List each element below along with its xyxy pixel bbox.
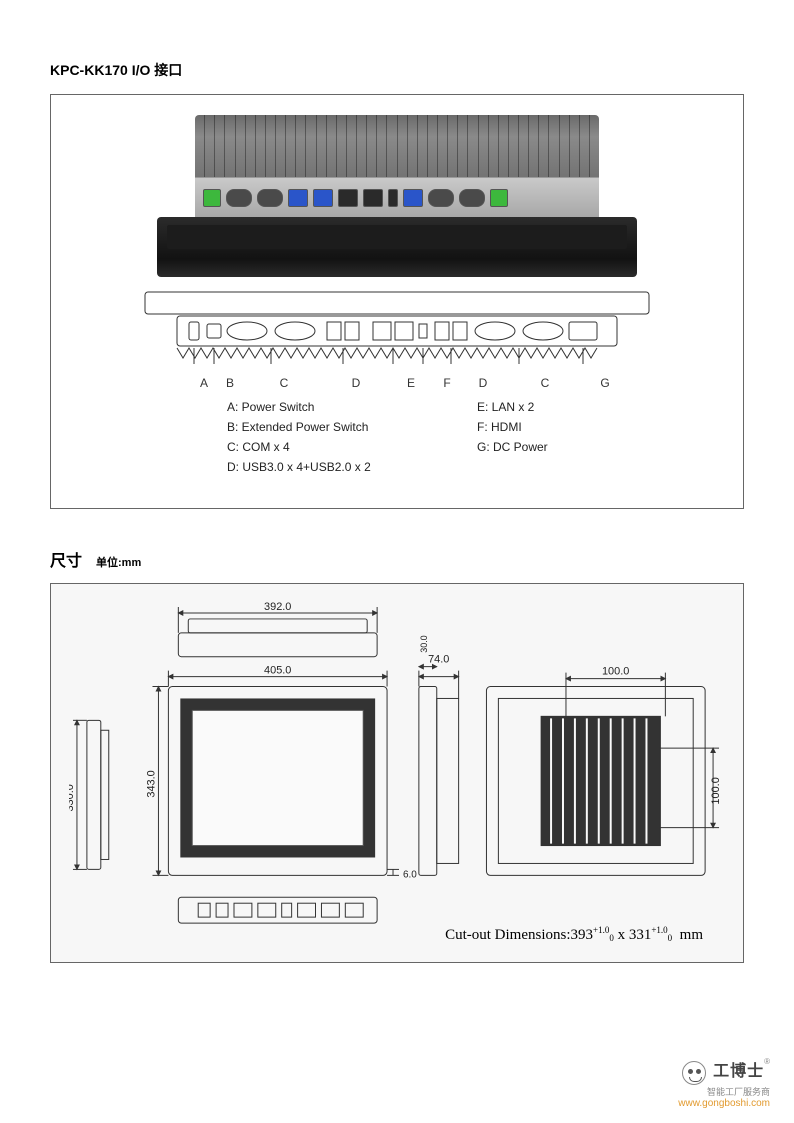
cutout-dimensions: Cut-out Dimensions:393+1.00 x 331+1.00 m…	[445, 925, 703, 944]
svg-text:30.0: 30.0	[419, 635, 429, 652]
io-legend: A: Power Switch B: Extended Power Switch…	[137, 400, 657, 474]
io-section-title: KPC-KK170 I/O 接口	[50, 60, 744, 80]
io-letter: C	[245, 376, 323, 390]
svg-text:343.0: 343.0	[145, 770, 157, 797]
dimensions-panel: 392.0 405.0 343.0 330.0 74.0 30.0 6.0 10…	[50, 583, 744, 963]
io-letter: D	[461, 376, 505, 390]
footer-logo: 工博士® 智能工厂服务商 www.gongboshi.com	[678, 1057, 770, 1109]
dimensions-unit: 单位:mm	[96, 554, 141, 570]
svg-text:330.0: 330.0	[69, 784, 76, 811]
svg-text:100.0: 100.0	[602, 666, 629, 678]
io-letter: B	[215, 376, 245, 390]
io-line-drawing: A B C D E F D C G	[137, 286, 657, 390]
legend-item: E: LAN x 2	[477, 400, 548, 414]
io-letter: G	[585, 376, 625, 390]
io-panel: A B C D E F D C G A: Power Switch B: Ext…	[50, 94, 744, 509]
io-letter: F	[433, 376, 461, 390]
legend-item: F: HDMI	[477, 420, 548, 434]
mascot-icon	[682, 1061, 706, 1085]
io-letter: E	[389, 376, 433, 390]
io-letter: C	[505, 376, 585, 390]
svg-text:405.0: 405.0	[264, 665, 291, 677]
io-letter: D	[323, 376, 389, 390]
legend-item: G: DC Power	[477, 440, 548, 454]
dimensions-drawing: 392.0 405.0 343.0 330.0 74.0 30.0 6.0 10…	[69, 598, 725, 948]
legend-item: C: COM x 4	[227, 440, 477, 454]
svg-text:100.0: 100.0	[710, 777, 722, 804]
svg-text:74.0: 74.0	[428, 654, 449, 666]
device-photo	[157, 115, 637, 280]
legend-item: B: Extended Power Switch	[227, 420, 477, 434]
dimensions-title: 尺寸	[50, 547, 82, 571]
svg-text:392.0: 392.0	[264, 601, 291, 613]
io-letter: A	[193, 376, 215, 390]
legend-item: A: Power Switch	[227, 400, 477, 414]
io-letter-row: A B C D E F D C G	[137, 376, 657, 390]
svg-text:6.0: 6.0	[403, 869, 417, 880]
legend-item: D: USB3.0 x 4+USB2.0 x 2	[227, 460, 477, 474]
